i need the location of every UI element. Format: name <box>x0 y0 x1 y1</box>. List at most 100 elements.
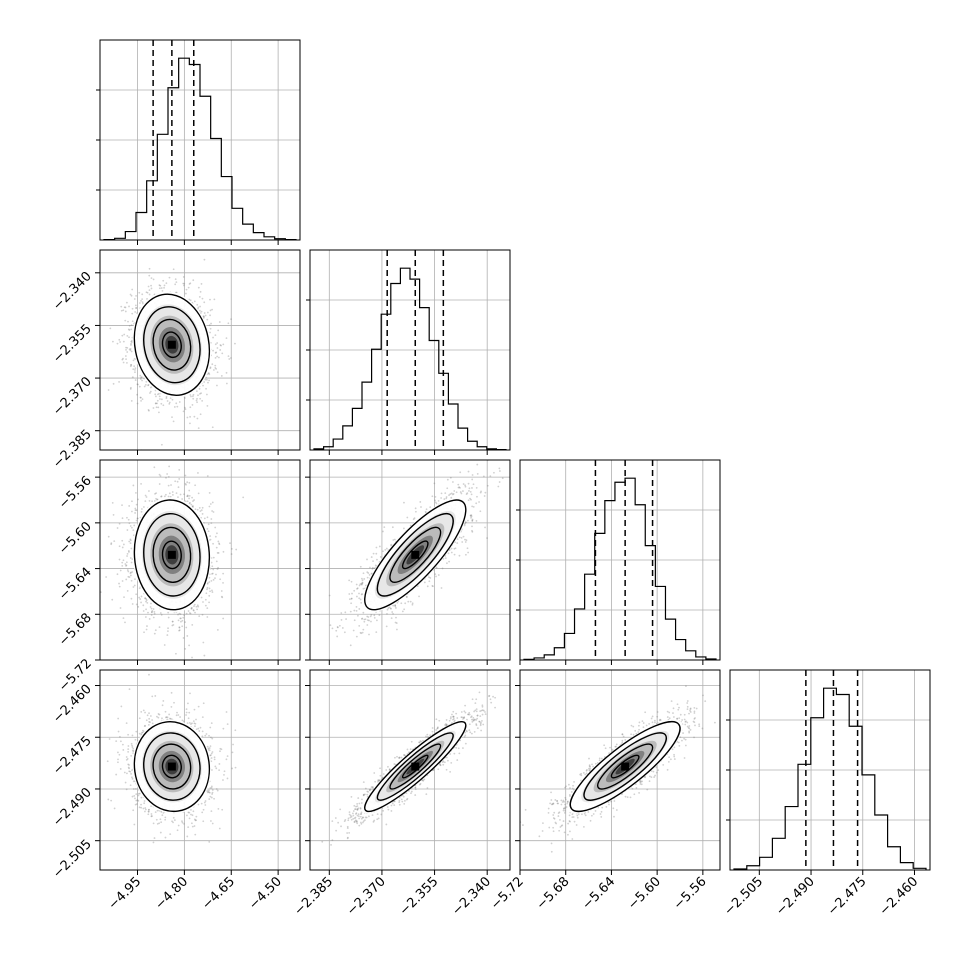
scatter-point <box>133 365 136 368</box>
scatter-point <box>201 613 204 616</box>
scatter-point <box>182 637 185 639</box>
scatter-point <box>211 308 213 311</box>
scatter-point <box>212 578 215 581</box>
scatter-point <box>186 494 189 497</box>
scatter-point <box>149 390 152 393</box>
scatter-point <box>373 616 376 619</box>
scatter-point <box>144 384 147 386</box>
scatter-point <box>214 526 217 529</box>
scatter-point <box>230 357 232 359</box>
scatter-point <box>465 521 467 524</box>
scatter-point <box>193 499 195 501</box>
scatter-point <box>192 609 195 612</box>
scatter-point <box>169 397 172 400</box>
hist-steps-p0 <box>103 57 297 240</box>
scatter-point <box>171 416 173 419</box>
scatter-point <box>122 617 125 620</box>
scatter-point <box>116 527 119 529</box>
scatter-point <box>184 474 187 477</box>
scatter-point <box>361 582 364 584</box>
scatter-point <box>203 381 206 383</box>
scatter-point <box>207 372 210 375</box>
scatter-point <box>126 529 129 531</box>
scatter-point <box>134 311 137 313</box>
scatter-point <box>124 310 127 313</box>
scatter-point <box>184 397 186 399</box>
scatter-point <box>158 626 161 629</box>
scatter-point <box>197 306 200 309</box>
scatter-point <box>121 561 124 564</box>
scatter-point <box>431 584 434 587</box>
scatter-point <box>107 535 110 538</box>
scatter-point <box>204 378 207 381</box>
scatter-point <box>193 603 196 606</box>
scatter-point <box>130 350 133 353</box>
scatter-point <box>158 483 161 485</box>
scatter-point <box>170 484 172 486</box>
scatter-point <box>459 471 462 474</box>
scatter-point <box>118 381 120 383</box>
scatter-point <box>178 626 181 629</box>
contour-1 <box>143 306 201 384</box>
scatter-point <box>192 500 194 503</box>
scatter-point <box>155 492 158 495</box>
scatter-point <box>145 291 148 294</box>
scatter-point <box>182 410 185 413</box>
scatter-point <box>195 605 198 608</box>
scatter-point <box>204 314 207 317</box>
scatter-point <box>126 555 128 557</box>
scatter-point <box>211 363 214 366</box>
scatter-point <box>206 475 209 477</box>
scatter-point <box>192 393 195 396</box>
scatter-point <box>348 579 351 582</box>
scatter-point <box>144 616 147 618</box>
scatter-point <box>185 626 188 629</box>
scatter-point <box>120 309 123 312</box>
scatter-point <box>200 392 202 395</box>
scatter-point <box>159 398 161 400</box>
scatter-point <box>187 286 190 289</box>
scatter-point <box>121 539 124 542</box>
scatter-point <box>178 478 181 480</box>
scatter-point <box>119 341 122 343</box>
contour-3 <box>161 331 182 359</box>
scatter-point <box>216 347 219 349</box>
scatter-point <box>134 304 137 307</box>
scatter-point <box>127 575 130 578</box>
scatter-point <box>153 500 156 502</box>
scatter-point <box>134 507 137 510</box>
scatter-point <box>159 475 162 477</box>
scatter-point <box>139 374 142 377</box>
scatter-point <box>211 501 214 504</box>
scatter-point <box>129 365 132 368</box>
scatter-point <box>150 611 153 614</box>
scatter-point <box>206 378 208 381</box>
scatter-point <box>152 278 155 281</box>
scatter-point <box>131 510 133 513</box>
scatter-point <box>235 548 238 551</box>
scatter-point <box>227 322 230 325</box>
scatter-point <box>207 381 209 384</box>
scatter-point <box>188 489 191 492</box>
pair-0-1-ytick-label-1: −2.370 <box>50 374 95 419</box>
scatter-point <box>385 547 388 550</box>
scatter-point <box>127 549 130 552</box>
scatter-point <box>215 546 218 549</box>
scatter-point <box>197 286 200 289</box>
scatter-point <box>216 629 219 631</box>
scatter-point <box>129 539 132 542</box>
scatter-point <box>207 372 210 375</box>
scatter-point <box>199 510 202 513</box>
scatter-point <box>188 644 191 647</box>
scatter-point <box>126 516 128 519</box>
scatter-point <box>174 480 177 483</box>
scatter-point <box>202 316 205 319</box>
scatter-point <box>193 415 196 418</box>
scatter-point <box>131 500 133 503</box>
scatter-point <box>133 584 136 587</box>
scatter-point <box>171 620 174 623</box>
scatter-point <box>130 340 133 343</box>
scatter-point <box>172 420 175 423</box>
scatter-point <box>186 495 188 498</box>
scatter-point <box>145 608 147 611</box>
